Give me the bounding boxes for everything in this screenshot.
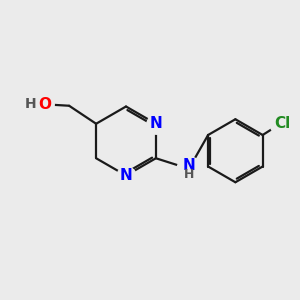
- Text: H: H: [25, 97, 37, 111]
- Text: O: O: [39, 97, 52, 112]
- Text: N: N: [120, 168, 132, 183]
- Text: N: N: [149, 116, 162, 131]
- Text: Cl: Cl: [274, 116, 290, 130]
- Text: H: H: [184, 168, 194, 181]
- Text: N: N: [182, 158, 195, 173]
